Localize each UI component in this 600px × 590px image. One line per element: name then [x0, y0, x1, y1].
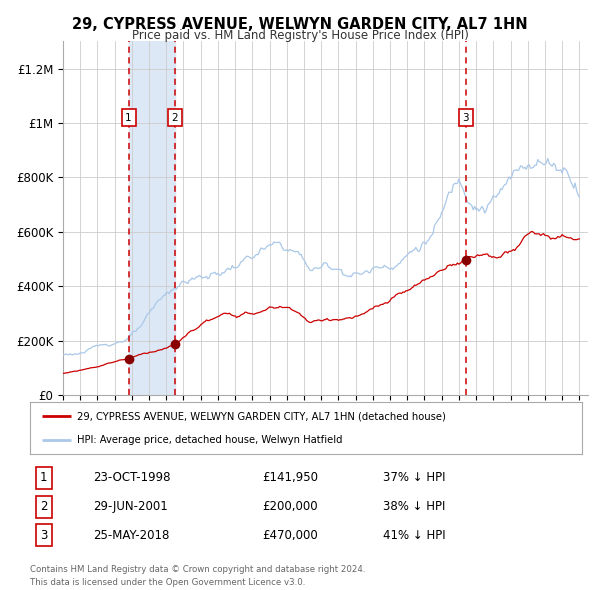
- Text: 3: 3: [463, 113, 469, 123]
- Text: 1: 1: [40, 471, 47, 484]
- Text: 2: 2: [172, 113, 178, 123]
- Text: Contains HM Land Registry data © Crown copyright and database right 2024.: Contains HM Land Registry data © Crown c…: [30, 565, 365, 574]
- Text: 41% ↓ HPI: 41% ↓ HPI: [383, 529, 446, 542]
- Text: 2: 2: [40, 500, 47, 513]
- Text: £200,000: £200,000: [262, 500, 317, 513]
- Text: 23-OCT-1998: 23-OCT-1998: [94, 471, 171, 484]
- Text: 29, CYPRESS AVENUE, WELWYN GARDEN CITY, AL7 1HN: 29, CYPRESS AVENUE, WELWYN GARDEN CITY, …: [72, 17, 528, 31]
- Text: This data is licensed under the Open Government Licence v3.0.: This data is licensed under the Open Gov…: [30, 578, 305, 587]
- Text: £470,000: £470,000: [262, 529, 317, 542]
- Text: 3: 3: [40, 529, 47, 542]
- Text: Price paid vs. HM Land Registry's House Price Index (HPI): Price paid vs. HM Land Registry's House …: [131, 30, 469, 42]
- Text: 25-MAY-2018: 25-MAY-2018: [94, 529, 170, 542]
- Text: 29, CYPRESS AVENUE, WELWYN GARDEN CITY, AL7 1HN (detached house): 29, CYPRESS AVENUE, WELWYN GARDEN CITY, …: [77, 411, 446, 421]
- Text: HPI: Average price, detached house, Welwyn Hatfield: HPI: Average price, detached house, Welw…: [77, 435, 343, 445]
- Bar: [128, 41, 175, 395]
- Text: 29-JUN-2001: 29-JUN-2001: [94, 500, 168, 513]
- Text: 37% ↓ HPI: 37% ↓ HPI: [383, 471, 446, 484]
- Text: 38% ↓ HPI: 38% ↓ HPI: [383, 500, 446, 513]
- Text: 1: 1: [125, 113, 132, 123]
- Text: £141,950: £141,950: [262, 471, 318, 484]
